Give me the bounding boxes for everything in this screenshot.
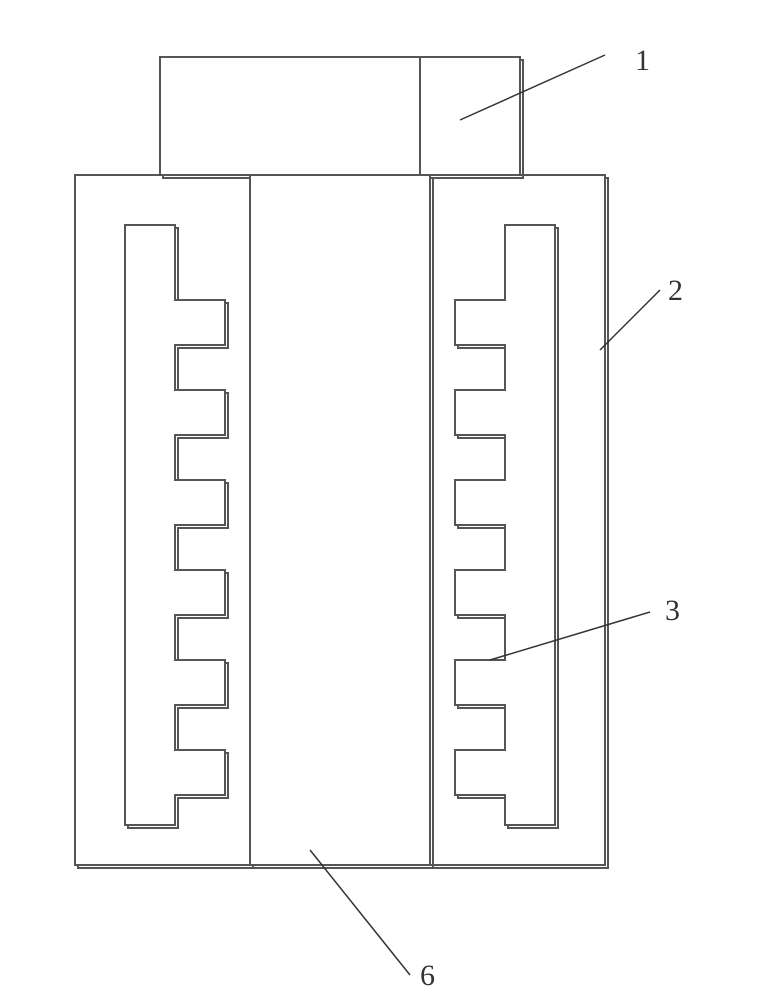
diagram-canvas: 1 2 3 6 [0, 0, 778, 1000]
label-text-1: 1 [635, 44, 650, 77]
label-text-6: 6 [420, 959, 435, 992]
label-6: 6 [310, 850, 435, 992]
top-block [160, 57, 523, 178]
label-text-2: 2 [668, 274, 683, 307]
label-2: 2 [600, 274, 683, 350]
inner-slot [250, 175, 433, 868]
label-text-3: 3 [665, 594, 680, 627]
